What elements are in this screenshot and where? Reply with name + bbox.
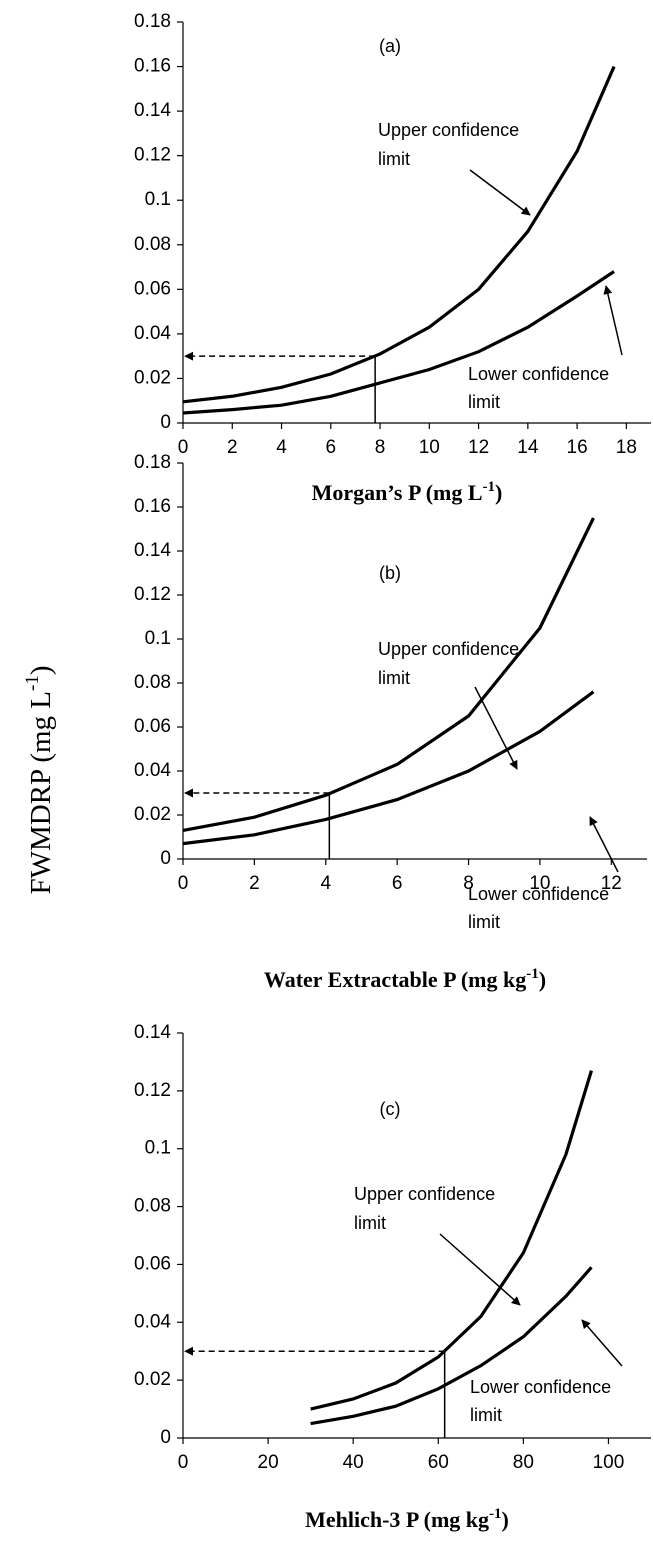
upper-annotation: limit bbox=[354, 1213, 386, 1233]
x-tick-label: 0 bbox=[178, 1452, 189, 1473]
x-axis-title: Water Extractable P (mg kg-1) bbox=[264, 966, 546, 992]
x-axis-title: Mehlich-3 P (mg kg-1) bbox=[305, 1506, 509, 1532]
x-axis-title-end: ) bbox=[502, 1507, 509, 1532]
y-tick-label: 0.04 bbox=[134, 323, 171, 344]
y-tick-label: 0.12 bbox=[134, 1080, 171, 1101]
x-tick-label: 10 bbox=[529, 873, 550, 894]
x-tick-label: 4 bbox=[320, 873, 331, 894]
x-tick-label: 60 bbox=[428, 1452, 449, 1473]
y-tick-label: 0.16 bbox=[134, 496, 171, 517]
x-axis-title: Morgan’s P (mg L-1) bbox=[312, 479, 503, 505]
y-tick-label: 0.12 bbox=[134, 584, 171, 605]
y-tick-label: 0.14 bbox=[134, 1022, 171, 1043]
series-line bbox=[182, 65, 616, 404]
y-tick-label: 0.08 bbox=[134, 672, 171, 693]
series-line bbox=[310, 1070, 593, 1411]
x-axis-title-sup: -1 bbox=[526, 966, 539, 982]
y-tick-label: 0.06 bbox=[134, 1253, 171, 1274]
x-tick-label: 40 bbox=[343, 1452, 364, 1473]
x-axis-title-end: ) bbox=[539, 967, 546, 992]
upper-annotation: Upper confidence bbox=[354, 1184, 495, 1204]
lower-annotation: Lower confidence bbox=[470, 1377, 611, 1397]
series-line bbox=[182, 690, 595, 846]
y-tick-label: 0.08 bbox=[134, 1196, 171, 1217]
y-tick-label: 0.06 bbox=[134, 716, 171, 737]
y-tick-label: 0.1 bbox=[145, 189, 171, 210]
y-tick-label: 0.04 bbox=[134, 1311, 171, 1332]
series-line bbox=[182, 270, 615, 415]
x-tick-label: 80 bbox=[513, 1452, 534, 1473]
y-tick-label: 0 bbox=[160, 848, 171, 869]
x-tick-label: 16 bbox=[567, 437, 588, 458]
x-tick-label: 8 bbox=[375, 437, 386, 458]
y-tick-label: 0.02 bbox=[134, 1369, 171, 1390]
y-tick-label: 0.08 bbox=[134, 234, 171, 255]
annotation-arrow bbox=[603, 285, 623, 356]
y-tick-label: 0.18 bbox=[134, 452, 171, 473]
x-tick-label: 12 bbox=[601, 873, 622, 894]
x-axis-title-sup: -1 bbox=[489, 1506, 502, 1522]
x-tick-label: 18 bbox=[616, 437, 637, 458]
panel-label: (c) bbox=[380, 1099, 401, 1119]
y-tick-label: 0.06 bbox=[134, 278, 171, 299]
x-tick-label: 4 bbox=[276, 437, 287, 458]
x-tick-label: 0 bbox=[178, 437, 189, 458]
y-axis-title-text: FWMDRP (mg L bbox=[25, 691, 57, 895]
y-tick-label: 0.1 bbox=[145, 1138, 171, 1159]
lower-annotation: limit bbox=[468, 912, 500, 932]
x-tick-label: 100 bbox=[593, 1452, 625, 1473]
x-axis-title-text: Water Extractable P (mg kg bbox=[264, 967, 526, 992]
x-tick-label: 14 bbox=[517, 437, 539, 458]
lower-annotation: limit bbox=[468, 392, 500, 412]
upper-annotation: limit bbox=[378, 668, 410, 688]
annotation-arrow bbox=[439, 1233, 521, 1306]
panel-label: (b) bbox=[379, 563, 401, 583]
x-tick-label: 2 bbox=[227, 437, 238, 458]
y-tick-label: 0.02 bbox=[134, 367, 171, 388]
upper-annotation: Upper confidence bbox=[378, 120, 519, 140]
y-tick-label: 0 bbox=[160, 412, 171, 433]
x-axis-title-text: Morgan’s P (mg L bbox=[312, 480, 483, 505]
x-tick-label: 6 bbox=[392, 873, 403, 894]
x-axis-title-sup: -1 bbox=[483, 479, 496, 495]
x-tick-label: 6 bbox=[326, 437, 337, 458]
annotation-arrow bbox=[581, 1319, 623, 1367]
y-tick-label: 0.04 bbox=[134, 760, 171, 781]
y-tick-label: 0.18 bbox=[134, 11, 171, 32]
y-axis-title-sup: -1 bbox=[22, 675, 43, 691]
lower-annotation: Lower confidence bbox=[468, 364, 609, 384]
y-tick-label: 0.16 bbox=[134, 56, 171, 77]
y-tick-label: 0 bbox=[160, 1427, 171, 1448]
x-axis-title-text: Mehlich-3 P (mg kg bbox=[305, 1507, 489, 1532]
upper-annotation: Upper confidence bbox=[378, 639, 519, 659]
x-tick-label: 2 bbox=[249, 873, 260, 894]
x-tick-label: 12 bbox=[468, 437, 489, 458]
annotation-arrow bbox=[469, 169, 531, 216]
series-line bbox=[182, 517, 595, 832]
y-axis-title: FWMDRP (mg L-1) bbox=[22, 665, 57, 894]
x-tick-label: 20 bbox=[258, 1452, 279, 1473]
y-tick-label: 0.02 bbox=[134, 804, 171, 825]
x-tick-label: 8 bbox=[463, 873, 474, 894]
upper-annotation: limit bbox=[378, 149, 410, 169]
annotation-arrow bbox=[474, 686, 518, 770]
y-tick-label: 0.1 bbox=[145, 628, 171, 649]
x-tick-label: 10 bbox=[419, 437, 440, 458]
y-tick-label: 0.14 bbox=[134, 100, 171, 121]
x-axis-title-end: ) bbox=[495, 480, 502, 505]
y-tick-label: 0.12 bbox=[134, 145, 171, 166]
lower-annotation: limit bbox=[470, 1405, 502, 1425]
series-line bbox=[310, 1266, 593, 1426]
x-tick-label: 0 bbox=[178, 873, 189, 894]
y-tick-label: 0.14 bbox=[134, 540, 171, 561]
lower-annotation: Lower confidence bbox=[468, 884, 609, 904]
panel-label: (a) bbox=[379, 36, 401, 56]
annotation-arrow bbox=[589, 816, 619, 873]
y-axis-title-end: ) bbox=[25, 665, 57, 675]
